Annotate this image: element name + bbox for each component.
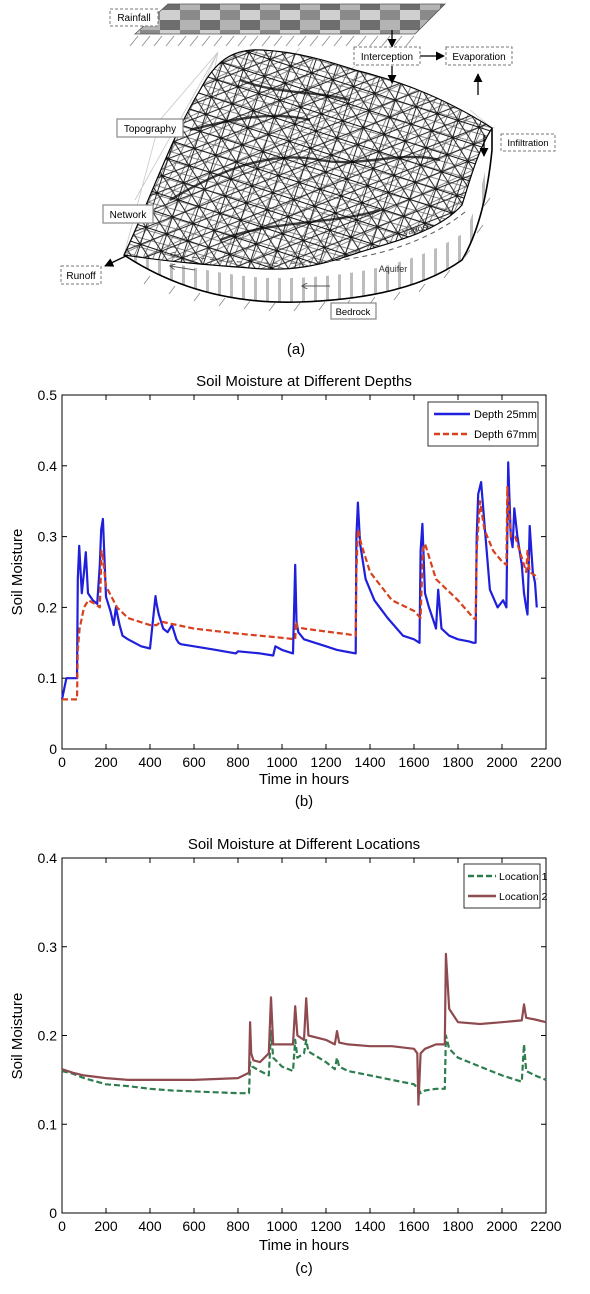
chart-b-ticks: 0 200 400 600 800 1000 1200 1400 1600 1800 2000 220… (38, 387, 562, 770)
vadose-flow-line (170, 211, 466, 264)
x-tick-label: 1200 (310, 1218, 341, 1234)
y-tick-label: 0.2 (38, 599, 58, 615)
chart-c-ylabel: Soil Moisture (9, 993, 26, 1080)
y-tick-label: 0 (49, 741, 57, 757)
runoff-label: Runoff (66, 271, 96, 282)
runoff-arrow (104, 254, 129, 267)
terrain-mesh-overlay (124, 49, 492, 270)
x-tick-label: 1000 (266, 754, 297, 770)
legend-depth25-label: Depth 25mm (474, 409, 537, 421)
legend-location1-label: Location 1 (499, 871, 548, 883)
x-tick-label: 200 (94, 1218, 118, 1234)
rainfall-label: Rainfall (117, 13, 150, 24)
location-series-line-1 (61, 1030, 547, 1095)
y-tick-label: 0.1 (38, 1116, 58, 1132)
x-tick-label: 1000 (266, 1218, 297, 1234)
y-tick-label: 0.3 (38, 529, 58, 545)
depth-series-line-1 (60, 461, 538, 700)
topography-label: Topography (124, 124, 176, 135)
x-tick-label: 400 (138, 1218, 162, 1234)
chart-c-xlabel: Time in hours (259, 1237, 349, 1254)
x-tick-label: 800 (226, 754, 250, 770)
y-tick-label: 0.4 (38, 458, 58, 474)
x-tick-label: 1600 (398, 754, 429, 770)
x-tick-label: 1400 (354, 754, 385, 770)
depth-series-line-2 (62, 485, 539, 701)
x-tick-label: 1400 (354, 1218, 385, 1234)
x-tick-label: 1200 (310, 754, 341, 770)
chart-b-legend: Depth 25mm Depth 67mm (427, 401, 539, 447)
rainfall-grid-plane (133, 3, 446, 35)
caption-c: (c) (295, 1260, 313, 1277)
caption-a: (a) (287, 341, 305, 358)
chart-locations: Soil Moisture at Different Locations 0 20… (9, 836, 562, 1277)
chart-c-series (61, 952, 547, 1106)
y-tick-label: 0.3 (38, 939, 58, 955)
chart-b-title: Soil Moisture at Different Depths (196, 373, 412, 390)
x-tick-label: 1800 (442, 1218, 473, 1234)
x-tick-label: 2000 (486, 754, 517, 770)
x-tick-label: 1600 (398, 1218, 429, 1234)
y-tick-label: 0.1 (38, 670, 58, 686)
interception-label: Interception (361, 52, 413, 63)
y-tick-label: 0 (49, 1205, 57, 1221)
x-tick-label: 2200 (530, 1218, 561, 1234)
network-label: Network (110, 210, 148, 221)
y-tick-label: 0.2 (38, 1028, 58, 1044)
chart-c-ticks: 0 200 400 600 800 1000 1200 1400 1600 1800 2000 220… (38, 850, 562, 1234)
x-tick-label: 1800 (442, 754, 473, 770)
aquifer-flow-arrow-2 (170, 266, 196, 271)
legend-location2-label: Location 2 (499, 891, 548, 903)
bedrock-outline (123, 128, 493, 304)
bedrock-label: Bedrock (336, 307, 371, 318)
x-tick-label: 0 (58, 1218, 66, 1234)
chart-b-frame (61, 394, 547, 750)
infiltration-label: Infiltration (507, 138, 548, 149)
y-tick-label: 0.5 (38, 387, 58, 403)
x-tick-label: 600 (182, 1218, 206, 1234)
chart-b-xlabel: Time in hours (259, 771, 349, 788)
chart-c-legend: Location 1 Location 2 (463, 863, 548, 909)
x-tick-label: 800 (226, 1218, 250, 1234)
x-tick-label: 0 (58, 754, 66, 770)
y-tick-label: 0.4 (38, 850, 58, 866)
rainfall-hatch (129, 35, 415, 47)
legend-depth67-label: Depth 67mm (474, 429, 537, 441)
chart-depths: Soil Moisture at Different Depths 0 200 40… (9, 373, 562, 810)
evaporation-label: Evaporation (452, 52, 505, 63)
aquifer-label: Aquifer (379, 264, 408, 274)
x-tick-label: 2000 (486, 1218, 517, 1234)
location-series-line-2 (61, 952, 547, 1106)
chart-c-title: Soil Moisture at Different Locations (188, 836, 420, 853)
x-tick-label: 400 (138, 754, 162, 770)
chart-b-ylabel: Soil Moisture (9, 529, 26, 616)
caption-b: (b) (295, 793, 313, 810)
watershed-diagram: Rainfall Interception Evaporation Topogr… (60, 3, 556, 358)
chart-b-series (60, 461, 539, 701)
x-tick-label: 2200 (530, 754, 561, 770)
x-tick-label: 600 (182, 754, 206, 770)
x-tick-label: 200 (94, 754, 118, 770)
